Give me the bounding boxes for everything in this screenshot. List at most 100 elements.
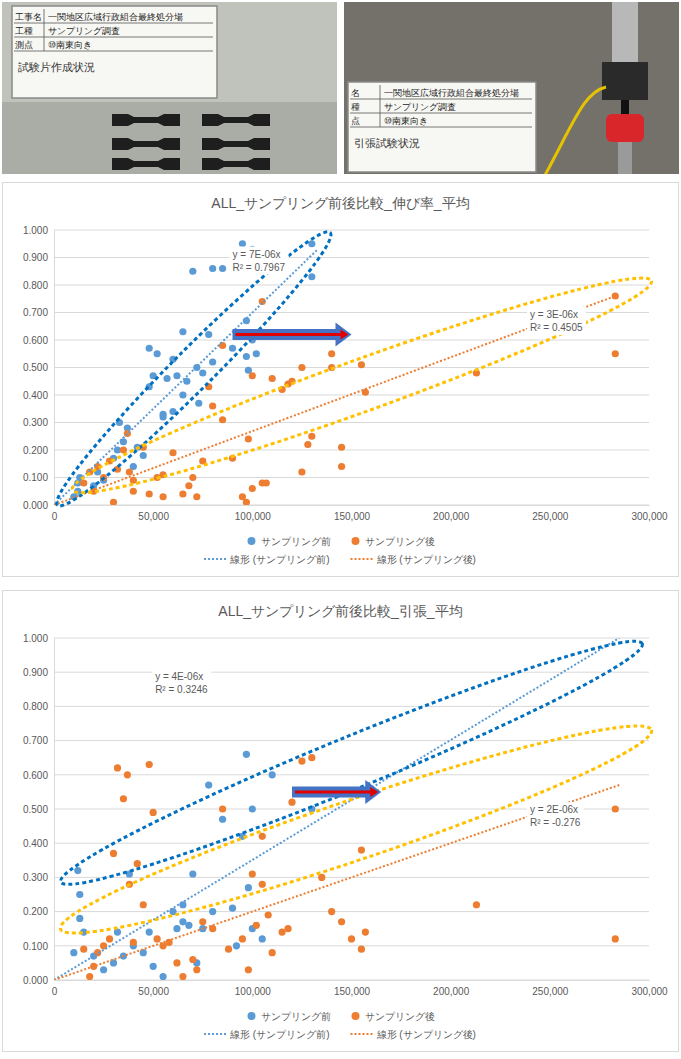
data-point [328, 350, 335, 357]
data-point [159, 493, 166, 500]
trendline-label: y = 3E-06xR² = 0.4505 [527, 307, 586, 335]
data-point [150, 809, 157, 816]
data-point [338, 444, 345, 451]
data-point [76, 891, 83, 898]
tick-label: 100,000 [235, 986, 272, 997]
data-point [219, 816, 226, 823]
grid-line [54, 367, 649, 368]
tick: 1.000 [23, 633, 54, 644]
tick: 0 [52, 505, 58, 522]
tick: 0.300 [23, 872, 54, 883]
grid-line [54, 706, 649, 707]
tick: 0.800 [23, 701, 54, 712]
arrow-inner-line [295, 790, 371, 793]
data-point [185, 922, 192, 929]
data-point [76, 915, 83, 922]
legend-entry: 線形 (サンプリング後) [351, 554, 476, 565]
legend-swatch [204, 1033, 226, 1035]
tick-label: 0.300 [23, 417, 48, 428]
data-point [209, 265, 216, 272]
data-point [243, 751, 250, 758]
data-point [612, 805, 619, 812]
board-caption: 引張試験状況 [354, 137, 420, 149]
chart-title: ALL_サンプリング前後比較_伸び率_平均 [211, 195, 469, 211]
data-point [284, 925, 291, 932]
chart-title: ALL_サンプリング前後比較_引張_平均 [218, 603, 462, 619]
board-label: 測点 [15, 40, 33, 50]
tick-label: 0.000 [23, 975, 48, 986]
data-point [249, 870, 256, 877]
data-point [163, 375, 170, 382]
data-point [110, 499, 117, 505]
tick: 0.700 [23, 307, 54, 318]
scatter-series [80, 754, 619, 980]
data-point [140, 901, 147, 908]
grid-line [54, 638, 649, 639]
tick-label: 0.700 [23, 307, 48, 318]
trendline-label: y = 2E-06xR² = -0.276 [527, 802, 584, 830]
data-point [179, 328, 186, 335]
data-point [154, 935, 161, 942]
axis-line [54, 231, 55, 506]
grid-line [54, 477, 649, 478]
data-point [159, 413, 166, 420]
data-point [358, 946, 365, 953]
trendline-equation: y = 2E-06x [530, 804, 578, 815]
grid [54, 230, 649, 505]
specimen [112, 114, 180, 126]
floor [2, 102, 337, 174]
label-patch [230, 247, 289, 275]
tick-label: 0 [52, 986, 58, 997]
data-point [612, 935, 619, 942]
tick-label: 0.600 [23, 770, 48, 781]
data-point [245, 966, 252, 973]
photo-scene [2, 2, 337, 174]
tick-label: 250,000 [532, 986, 569, 997]
data-point [219, 265, 226, 272]
data-point [612, 350, 619, 357]
legend-entry: サンプリング後 [352, 536, 435, 547]
tick-label: 0.800 [23, 280, 48, 291]
legend-swatch [248, 537, 256, 545]
tick-label: 0 [52, 511, 58, 522]
legend-entry: 線形 (サンプリング前) [204, 554, 329, 565]
tick-label: 0.900 [23, 252, 48, 263]
data-point [205, 331, 212, 338]
data-point [140, 949, 147, 956]
data-point [124, 430, 131, 437]
trendline-equation: y = 4E-06x [155, 671, 203, 682]
chart-frame [3, 183, 679, 577]
data-point [269, 375, 276, 382]
board-value: ⑩南東向き [48, 40, 92, 50]
data-point [209, 908, 216, 915]
board-label: 工事名 [15, 12, 42, 22]
tick: 0.400 [23, 390, 54, 401]
legend-swatch [352, 537, 360, 545]
tick: 100,000 [235, 505, 272, 522]
data-point [473, 901, 480, 908]
data-point [239, 935, 246, 942]
data-point [120, 795, 127, 802]
data-point [134, 860, 141, 867]
data-point [229, 905, 236, 912]
grid-line [54, 257, 649, 258]
arrow-inner-head [341, 330, 349, 340]
data-point [110, 850, 117, 857]
legend-row: 線形 (サンプリング前)線形 (サンプリング後) [204, 1029, 476, 1040]
data-point [86, 973, 93, 980]
data-point [249, 372, 256, 379]
data-point [259, 833, 266, 840]
legend: サンプリング前サンプリング後線形 (サンプリング前)線形 (サンプリング後) [204, 1011, 476, 1040]
data-point [249, 485, 256, 492]
data-point [358, 846, 365, 853]
grid-line [54, 980, 649, 981]
board-value: 一関地区広域行政組合最終処分場 [384, 88, 519, 98]
data-point [106, 935, 113, 942]
tick: 0.800 [23, 280, 54, 291]
photo-scene [344, 2, 679, 174]
data-point [304, 441, 311, 448]
trendline-label: y = 7E-06xR² = 0.7967 [230, 247, 289, 275]
data-point [80, 479, 87, 486]
board-value: ⑩南東向き [384, 116, 428, 126]
tick-label: 100,000 [235, 511, 272, 522]
